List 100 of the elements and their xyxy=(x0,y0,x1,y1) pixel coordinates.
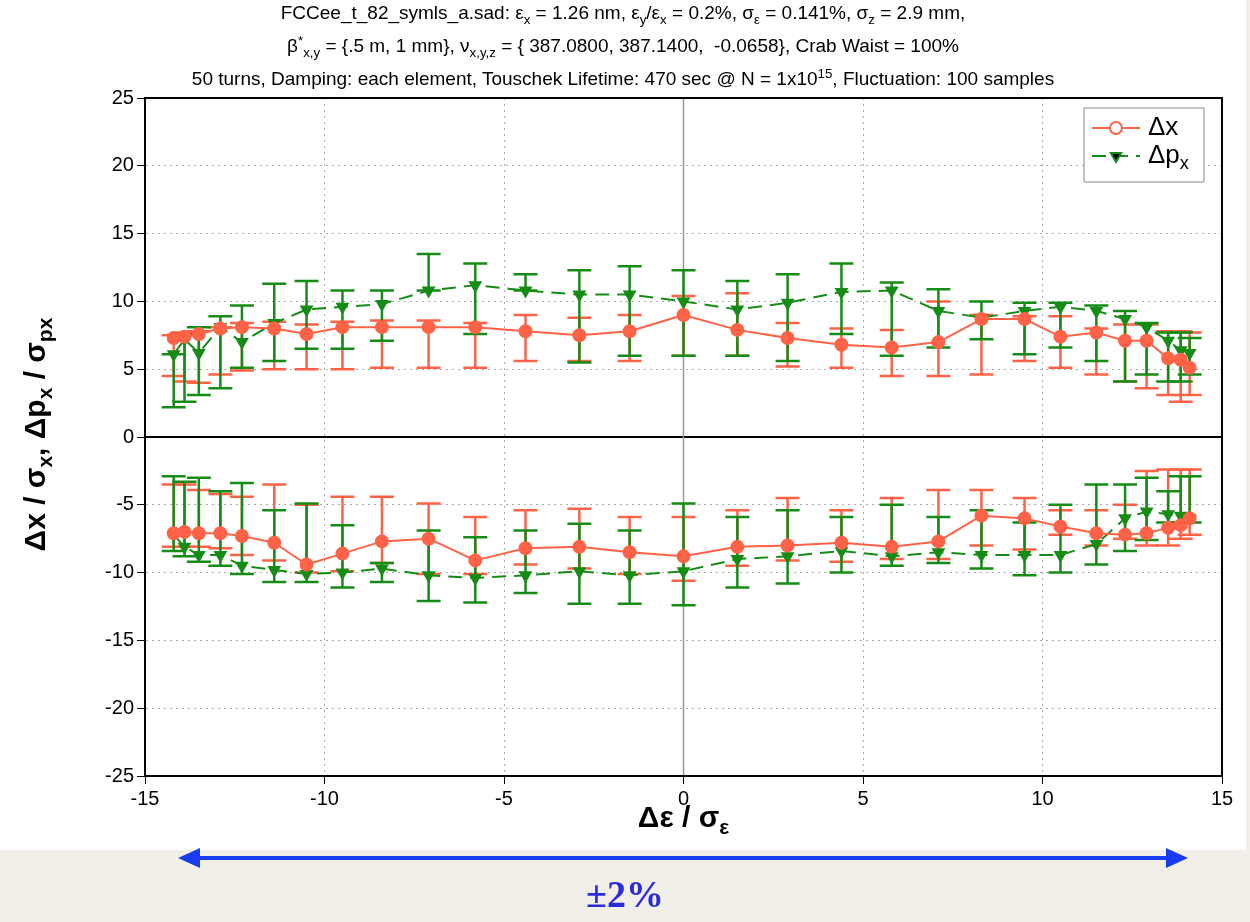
point xyxy=(234,320,249,335)
point xyxy=(192,550,206,562)
point xyxy=(1161,336,1175,348)
point xyxy=(519,286,532,298)
point xyxy=(884,539,899,554)
y-tick-label: -25 xyxy=(105,763,134,786)
point xyxy=(676,307,691,322)
x-tick-label: -5 xyxy=(495,786,513,809)
point xyxy=(1089,325,1104,340)
point xyxy=(166,331,181,346)
point xyxy=(1161,510,1175,522)
y-tick-label: 10 xyxy=(111,288,134,311)
point xyxy=(1139,333,1154,348)
point xyxy=(234,528,249,543)
point xyxy=(623,290,636,302)
y-tick-label: 0 xyxy=(122,424,134,447)
point xyxy=(1090,306,1103,318)
y-tick-label: -5 xyxy=(116,492,134,515)
point xyxy=(932,548,945,560)
point xyxy=(975,550,988,562)
y-tick-label: -15 xyxy=(105,627,134,650)
point xyxy=(421,320,436,335)
point xyxy=(518,324,533,339)
point xyxy=(1018,550,1031,562)
point xyxy=(731,555,744,567)
point xyxy=(335,320,350,335)
point xyxy=(931,534,946,549)
point xyxy=(518,541,533,556)
text: β$^{*}$$_{x,y}$ = {.5 m, 1 mm}, ν$_{x,y,z}$ = { 387.0800, 387.1400, -0.0658}, Crab Waist = 100% 50 turns, Damping: each element, Touschek Lifetime: 470 sec @ N = 1x10$^{15}$, Fluctuation: 100 samples xyxy=(191,32,1055,90)
point xyxy=(885,552,898,564)
point xyxy=(1118,333,1133,348)
point xyxy=(730,539,745,554)
point xyxy=(1161,520,1176,535)
point xyxy=(1140,507,1153,519)
x-tick-label: 10 xyxy=(1031,786,1054,809)
point xyxy=(374,534,389,549)
point xyxy=(1089,526,1104,541)
y-tick-label: 5 xyxy=(122,356,134,379)
point xyxy=(300,569,313,581)
point xyxy=(931,335,946,350)
point xyxy=(1140,323,1153,335)
point xyxy=(1017,312,1032,327)
x-tick-label: 5 xyxy=(857,786,869,809)
point xyxy=(780,331,795,346)
point xyxy=(885,286,898,298)
point xyxy=(468,320,483,335)
point xyxy=(781,298,794,310)
point xyxy=(1173,518,1188,533)
point xyxy=(1118,315,1132,327)
point xyxy=(622,324,637,339)
point xyxy=(623,571,636,583)
point xyxy=(213,526,228,541)
point xyxy=(676,549,691,564)
point xyxy=(781,552,794,564)
y-tick-label: 25 xyxy=(111,85,134,108)
point xyxy=(730,322,745,337)
point xyxy=(622,545,637,560)
point xyxy=(834,337,849,352)
point xyxy=(235,561,249,573)
text: ±2% xyxy=(585,872,665,916)
point xyxy=(375,564,389,576)
point xyxy=(1173,352,1188,367)
x-tick-label: 15 xyxy=(1210,786,1234,809)
point xyxy=(1017,511,1032,526)
point xyxy=(780,538,795,553)
x-tick-label: -10 xyxy=(310,786,339,809)
point xyxy=(300,305,313,317)
legend-label: Δx xyxy=(1148,111,1179,142)
point xyxy=(1139,526,1154,541)
point xyxy=(731,305,744,317)
point xyxy=(468,553,483,568)
point xyxy=(177,524,192,539)
point xyxy=(1053,329,1068,344)
point xyxy=(167,350,180,362)
point xyxy=(299,557,314,572)
point xyxy=(834,535,849,550)
y-tick-label: 20 xyxy=(111,153,134,176)
point xyxy=(177,329,192,344)
point xyxy=(572,539,587,554)
point xyxy=(1161,351,1176,366)
y-tick-label: 15 xyxy=(111,221,134,244)
point xyxy=(1090,540,1103,552)
point xyxy=(835,287,848,299)
point xyxy=(267,321,282,336)
point xyxy=(192,348,206,360)
point xyxy=(422,286,435,298)
point xyxy=(974,508,989,523)
point xyxy=(422,571,435,583)
point xyxy=(677,567,690,579)
point xyxy=(375,300,389,312)
point xyxy=(469,281,482,293)
point xyxy=(178,542,191,554)
point xyxy=(1118,514,1132,526)
point xyxy=(335,546,350,561)
point xyxy=(421,531,436,546)
point xyxy=(573,290,586,302)
point xyxy=(519,571,532,583)
point xyxy=(572,328,587,343)
point xyxy=(1183,348,1196,360)
point xyxy=(573,567,586,579)
